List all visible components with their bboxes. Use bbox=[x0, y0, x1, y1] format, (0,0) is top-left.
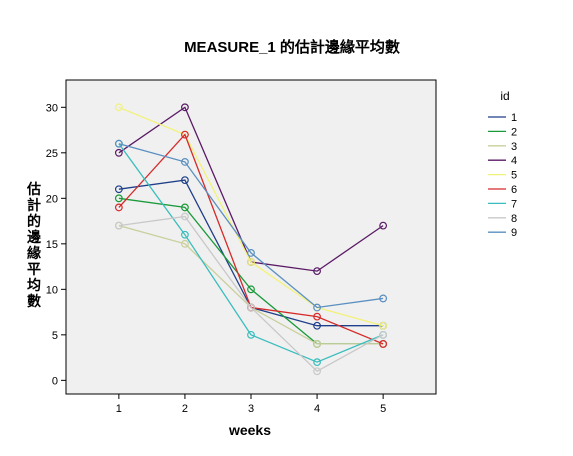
legend-label: 7 bbox=[511, 198, 517, 210]
y-axis-title-char: 平 bbox=[27, 262, 41, 278]
x-tick-label: 4 bbox=[314, 403, 320, 415]
legend-item: 1 bbox=[488, 112, 517, 124]
series-layer bbox=[114, 103, 388, 376]
legend-title: id bbox=[500, 89, 509, 103]
legend-item: 8 bbox=[488, 213, 517, 225]
data-point bbox=[379, 294, 388, 303]
data-point bbox=[313, 321, 321, 330]
legend-label: 3 bbox=[511, 141, 517, 153]
x-tick-label: 2 bbox=[182, 403, 188, 415]
legend-item: 3 bbox=[488, 141, 517, 153]
y-axis-title-char: 邊 bbox=[27, 229, 42, 246]
data-point bbox=[313, 303, 321, 312]
data-point bbox=[247, 249, 255, 257]
data-point bbox=[114, 185, 123, 194]
x-tick-label: 5 bbox=[380, 403, 386, 415]
legend-label: 9 bbox=[511, 227, 517, 239]
data-point bbox=[313, 267, 321, 276]
series-line bbox=[118, 143, 384, 363]
data-point bbox=[313, 340, 321, 348]
y-axis-title-char: 緣 bbox=[27, 245, 42, 262]
chart-title: MEASURE_1 的估計邊緣平均數 bbox=[184, 38, 400, 56]
y-tick-label: 15 bbox=[46, 239, 58, 251]
legend-item: 7 bbox=[488, 198, 517, 210]
y-tick-label: 30 bbox=[46, 102, 58, 114]
data-point bbox=[181, 212, 189, 221]
data-point bbox=[379, 221, 388, 230]
data-point bbox=[379, 330, 388, 339]
series-line bbox=[118, 143, 384, 309]
series-8 bbox=[114, 212, 388, 376]
series-line bbox=[118, 106, 384, 327]
data-point bbox=[247, 285, 255, 294]
data-point bbox=[114, 148, 123, 157]
legend-label: 1 bbox=[511, 112, 517, 124]
data-point bbox=[114, 139, 123, 148]
data-point bbox=[114, 203, 123, 212]
data-point bbox=[181, 230, 189, 239]
legend-label: 2 bbox=[511, 126, 517, 138]
legend-item: 9 bbox=[488, 227, 517, 239]
data-point bbox=[247, 303, 255, 312]
data-point bbox=[313, 367, 321, 376]
series-line bbox=[118, 215, 384, 373]
x-axis-title: weeks bbox=[228, 422, 271, 438]
y-axis-title-char: 均 bbox=[27, 277, 41, 294]
y-tick-label: 25 bbox=[46, 148, 58, 160]
legend-label: 8 bbox=[511, 213, 517, 225]
data-point bbox=[247, 330, 255, 339]
legend-label: 5 bbox=[511, 170, 517, 182]
y-tick-label: 20 bbox=[46, 193, 58, 205]
legend-item: 2 bbox=[488, 126, 517, 138]
x-axis: 1 2 3 4 5 bbox=[116, 394, 386, 415]
legend-item: 6 bbox=[488, 184, 517, 196]
legend-item: 4 bbox=[488, 155, 517, 167]
data-point bbox=[247, 258, 255, 266]
legend-label: 4 bbox=[511, 155, 517, 167]
data-point bbox=[181, 203, 189, 212]
y-tick-label: 5 bbox=[52, 330, 58, 342]
data-point bbox=[379, 340, 388, 348]
data-point bbox=[181, 130, 189, 139]
data-point bbox=[114, 103, 123, 112]
y-axis-title-char: 估 bbox=[26, 181, 41, 198]
data-point bbox=[114, 221, 123, 230]
y-tick-label: 0 bbox=[52, 375, 58, 387]
plot-area bbox=[65, 79, 437, 395]
data-point bbox=[379, 321, 388, 330]
data-point bbox=[313, 358, 321, 367]
y-axis-title-char: 數 bbox=[27, 293, 41, 310]
legend-label: 6 bbox=[511, 184, 517, 196]
data-point bbox=[313, 312, 321, 321]
y-axis-title-char: 計 bbox=[27, 197, 41, 214]
x-tick-label: 1 bbox=[116, 403, 122, 415]
legend: 1 2 3 4 5 6 7 8 9 bbox=[488, 112, 517, 239]
y-axis: 0 5 10 15 20 25 30 bbox=[46, 102, 66, 387]
data-point bbox=[181, 103, 189, 112]
data-point bbox=[181, 239, 189, 248]
y-tick-label: 10 bbox=[46, 284, 58, 296]
series-9 bbox=[114, 139, 388, 312]
data-point bbox=[181, 158, 189, 166]
data-point bbox=[114, 194, 123, 203]
data-point bbox=[181, 176, 189, 185]
x-tick-label: 3 bbox=[248, 403, 254, 415]
legend-item: 5 bbox=[488, 170, 517, 182]
y-axis-title-char: 的 bbox=[27, 213, 41, 230]
